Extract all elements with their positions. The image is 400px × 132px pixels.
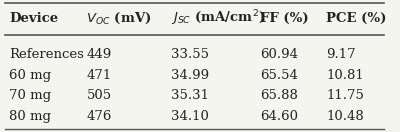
Text: Device: Device: [9, 12, 58, 25]
Text: 505: 505: [86, 89, 112, 102]
Text: References: References: [9, 48, 84, 61]
Text: 449: 449: [86, 48, 112, 61]
Text: 65.88: 65.88: [260, 89, 298, 102]
Text: $J_{SC}$ (mA/cm$^2$): $J_{SC}$ (mA/cm$^2$): [172, 8, 266, 28]
Text: 60 mg: 60 mg: [9, 69, 51, 82]
Text: 33.55: 33.55: [172, 48, 210, 61]
Text: 34.10: 34.10: [172, 110, 209, 123]
Text: 65.54: 65.54: [260, 69, 298, 82]
Text: 34.99: 34.99: [172, 69, 210, 82]
Text: 70 mg: 70 mg: [9, 89, 51, 102]
Text: 10.81: 10.81: [326, 69, 364, 82]
Text: 10.48: 10.48: [326, 110, 364, 123]
Text: 64.60: 64.60: [260, 110, 298, 123]
Text: FF (%): FF (%): [260, 12, 309, 25]
Text: 476: 476: [86, 110, 112, 123]
Text: 11.75: 11.75: [326, 89, 364, 102]
Text: PCE (%): PCE (%): [326, 12, 386, 25]
Text: 60.94: 60.94: [260, 48, 298, 61]
Text: 80 mg: 80 mg: [9, 110, 51, 123]
Text: 9.17: 9.17: [326, 48, 356, 61]
Text: 35.31: 35.31: [172, 89, 210, 102]
Text: $V_{OC}$ (mV): $V_{OC}$ (mV): [86, 11, 152, 26]
Text: 471: 471: [86, 69, 112, 82]
